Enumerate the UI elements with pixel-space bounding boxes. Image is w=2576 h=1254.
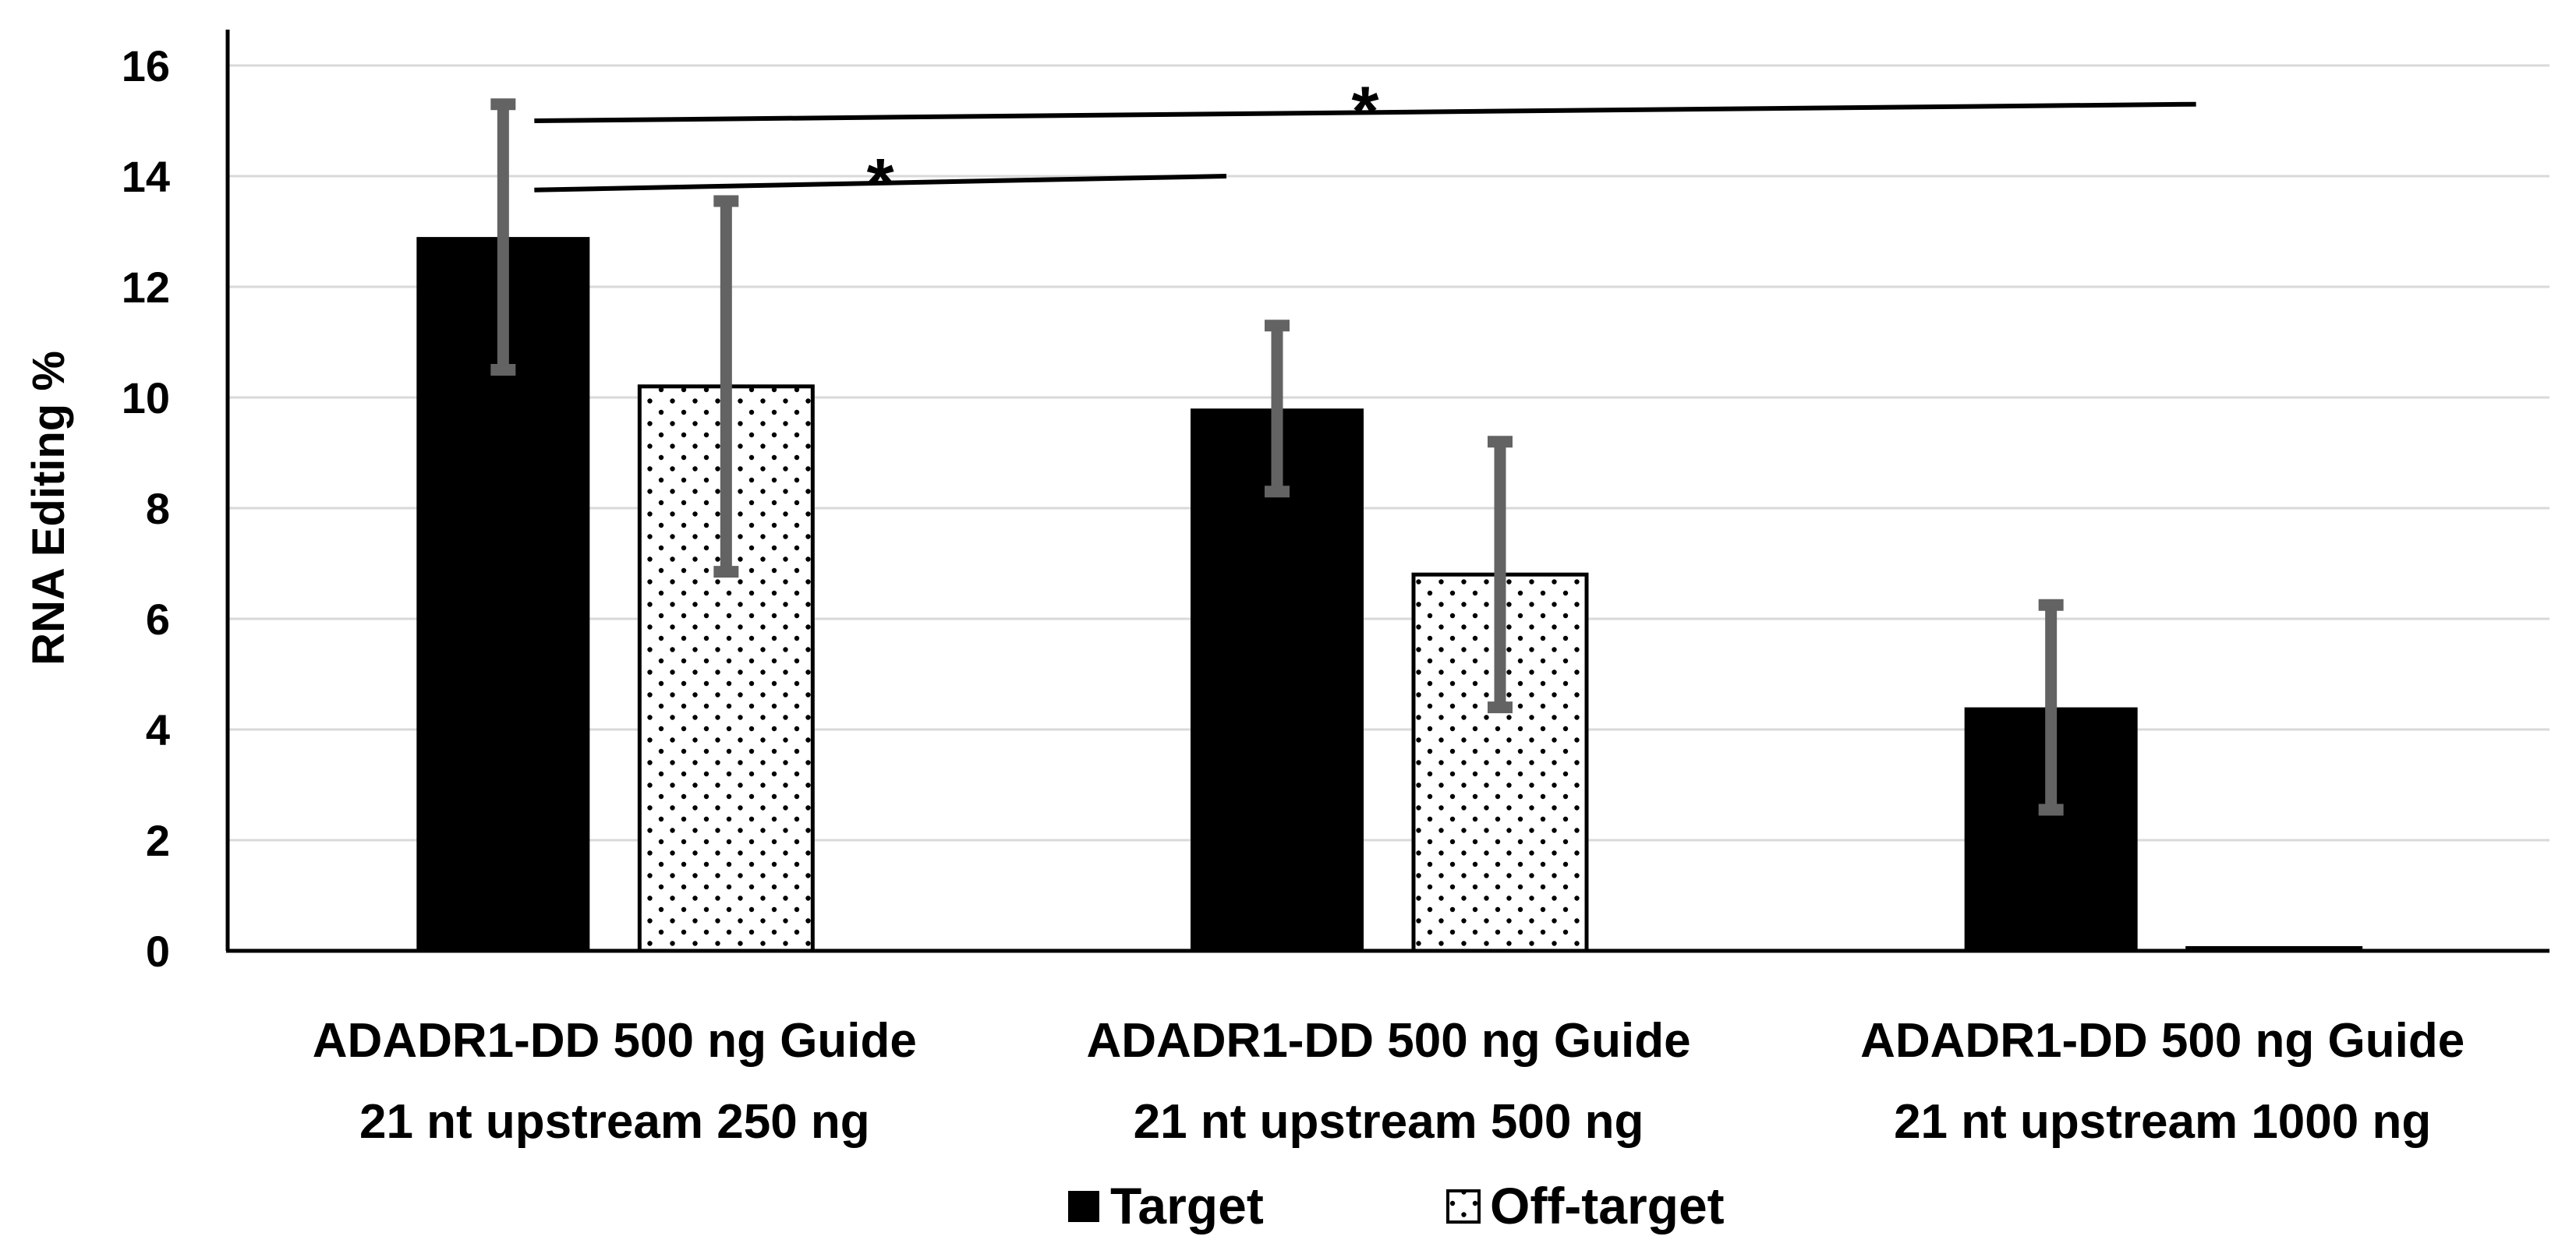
y-tick-label: 8 — [146, 484, 170, 533]
y-tick-label: 2 — [146, 816, 170, 865]
y-tick-label: 6 — [146, 595, 170, 644]
bars — [416, 98, 2363, 953]
significance-line — [534, 101, 2196, 123]
category-label: ADADR1-DD 500 ng Guide — [1860, 1014, 2465, 1068]
y-tick-label: 12 — [122, 263, 170, 312]
significance-line — [534, 174, 1227, 193]
category-label: ADADR1-DD 500 ng Guide — [313, 1014, 917, 1068]
legend-label: Off-target — [1490, 1177, 1725, 1235]
legend: Target Off-target — [1068, 1177, 1725, 1235]
y-tick-label: 0 — [146, 927, 170, 976]
legend-swatch-off-target — [1446, 1189, 1481, 1224]
y-tick-label: 4 — [146, 705, 170, 754]
y-tick-label: 10 — [122, 373, 170, 422]
y-axis-label: RNA Editing % — [23, 351, 74, 666]
y-tick-label: 16 — [122, 41, 170, 90]
category-label: 21 nt upstream 250 ng — [359, 1095, 870, 1149]
category-label: ADADR1-DD 500 ng Guide — [1086, 1014, 1690, 1068]
target-bar — [1191, 408, 1364, 951]
y-tick-label: 14 — [122, 152, 170, 201]
category-label: 21 nt upstream 500 ng — [1134, 1095, 1644, 1149]
legend-label: Target — [1110, 1177, 1264, 1235]
gridlines — [228, 64, 2549, 842]
labels: 0 2 4 6 8 10 12 14 16 RNA Editing % ADADR1-DD 500 … — [23, 41, 2465, 1149]
category-label: 21 nt upstream 1000 ng — [1894, 1095, 2431, 1149]
significance-star: * — [1351, 73, 1378, 151]
axes — [225, 30, 2549, 953]
legend-swatch-target — [1068, 1191, 1099, 1222]
significance-star: * — [867, 145, 894, 223]
